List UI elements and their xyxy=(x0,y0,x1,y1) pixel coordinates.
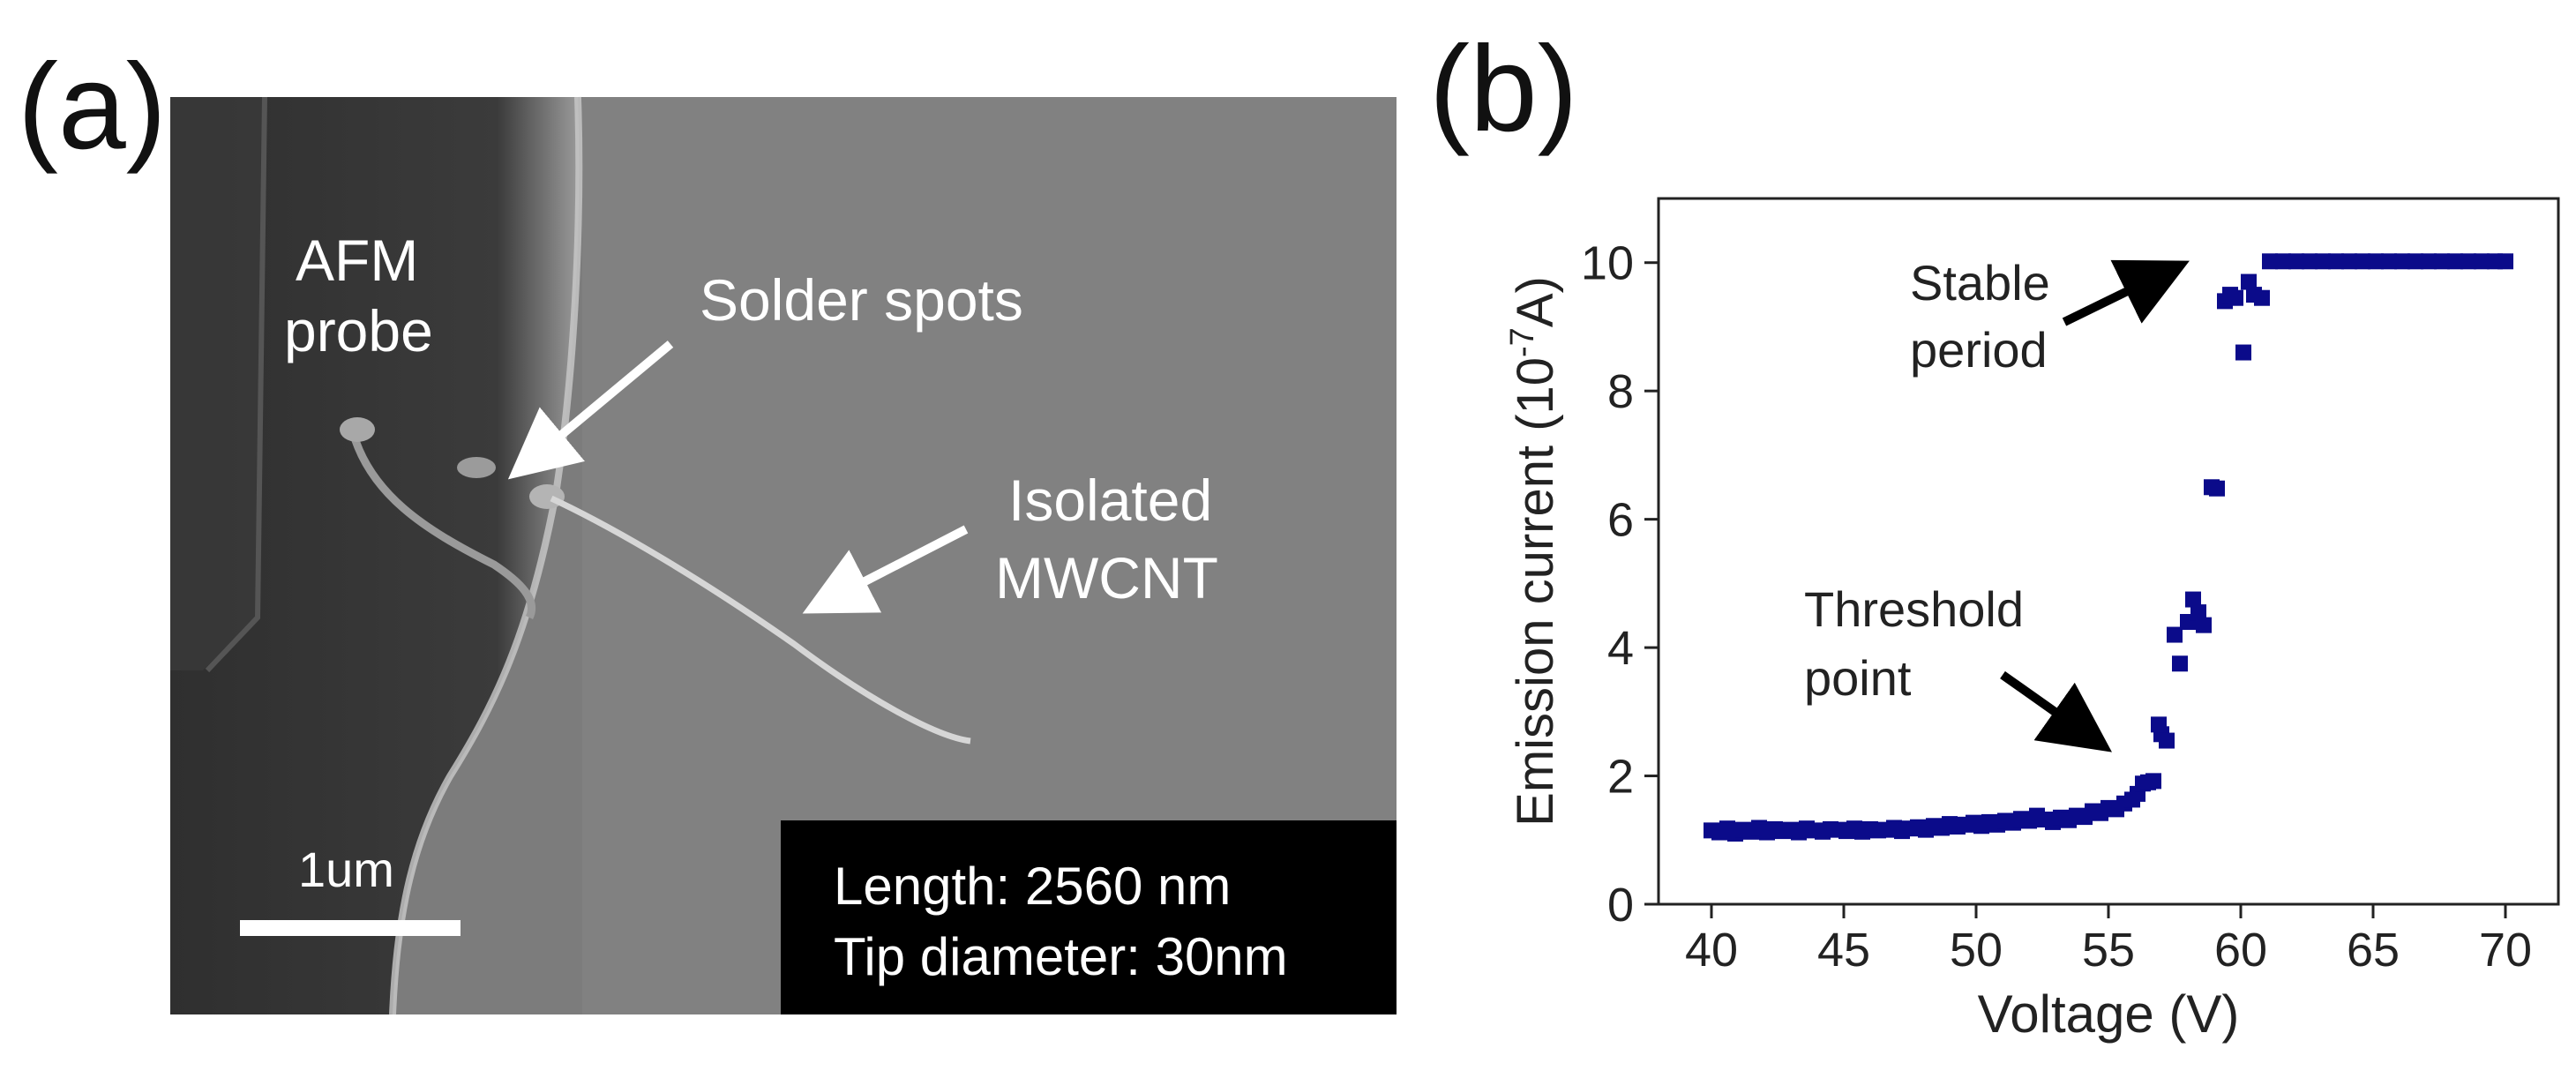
data-point xyxy=(2172,655,2188,672)
isolated-arrow xyxy=(802,525,969,614)
info-box-line1: Length: 2560 nm xyxy=(834,857,1231,916)
stable-arrow xyxy=(2062,259,2190,326)
stable-label-line1: Stable xyxy=(1910,255,2050,311)
x-tick-label: 50 xyxy=(1950,924,2003,977)
y-tick-label: 10 xyxy=(1581,237,1634,290)
data-point xyxy=(2196,617,2212,633)
info-box-line2: Tip diameter: 30nm xyxy=(834,927,1288,986)
data-point xyxy=(2381,253,2397,270)
data-point xyxy=(2497,253,2513,270)
threshold-label-line2: point xyxy=(1804,650,1912,706)
data-point xyxy=(2288,253,2304,270)
x-axis-label: Voltage (V) xyxy=(1978,984,2240,1044)
data-point xyxy=(2159,732,2175,749)
afm-label-line2: probe xyxy=(284,298,433,363)
probe-cantilever-line xyxy=(205,96,267,673)
data-point xyxy=(2434,253,2450,270)
data-point xyxy=(2421,253,2437,270)
data-point xyxy=(2474,253,2490,270)
panel-a: (a) AFM probe Solder spots Isolated MWCN… xyxy=(18,39,1397,1015)
isolated-mwcnt xyxy=(550,495,971,745)
afm-label-line1: AFM xyxy=(296,228,418,293)
data-point xyxy=(2355,253,2370,270)
data-point xyxy=(2167,626,2183,643)
x-tick-label: 40 xyxy=(1685,924,1738,977)
probe-cantilever xyxy=(170,97,265,670)
scale-bar-label: 1um xyxy=(298,842,394,897)
x-tick-label: 55 xyxy=(2082,924,2135,977)
data-point xyxy=(2254,289,2270,306)
data-point xyxy=(2460,253,2476,270)
data-point xyxy=(2235,344,2251,361)
y-tick-label: 8 xyxy=(1607,365,1634,418)
data-point xyxy=(2302,253,2318,270)
probe-wire xyxy=(348,430,536,620)
y-axis-label-tail: A) xyxy=(1507,276,1564,327)
data-point xyxy=(2341,253,2357,270)
scale-bar xyxy=(240,920,461,936)
y-tick-label: 6 xyxy=(1607,494,1634,547)
x-tick-label: 45 xyxy=(1817,924,1870,977)
y-tick-label: 2 xyxy=(1607,751,1634,804)
panel-b-label: (b) xyxy=(1429,21,1578,157)
panel-b: (b) 40 45 50 55 60 65 70 0 2 4 6 8 10 Voltage (V) Em… xyxy=(1429,21,2560,1044)
y-tick-label: 4 xyxy=(1607,622,1634,675)
data-point xyxy=(2209,480,2225,497)
axis-ticks: 40 45 50 55 60 65 70 0 2 4 6 8 10 xyxy=(1581,237,2532,977)
isolated-label-line2: MWCNT xyxy=(995,545,1218,610)
data-point xyxy=(2447,253,2463,270)
data-points xyxy=(1704,253,2513,842)
sem-image: AFM probe Solder spots Isolated MWCNT 1u… xyxy=(170,96,1397,1015)
data-point xyxy=(2145,773,2161,790)
data-point xyxy=(2185,591,2201,608)
y-tick-label: 0 xyxy=(1607,879,1634,932)
x-tick-label: 60 xyxy=(2214,924,2267,977)
solder-spot-1 xyxy=(340,417,375,442)
emission-chart: 40 45 50 55 60 65 70 0 2 4 6 8 10 Voltage (V) Emissi… xyxy=(1504,197,2560,1044)
threshold-label-line1: Threshold xyxy=(1804,581,2024,637)
solder-spot-2 xyxy=(457,457,496,478)
threshold-arrow xyxy=(2000,670,2112,752)
info-box xyxy=(781,820,1397,1014)
data-point xyxy=(2190,604,2206,621)
afm-probe-edge xyxy=(389,96,583,1015)
data-point xyxy=(2328,253,2344,270)
x-tick-label: 70 xyxy=(2479,924,2532,977)
isolated-label-line1: Isolated xyxy=(1008,468,1212,533)
data-point xyxy=(2275,253,2291,270)
data-point xyxy=(2408,253,2423,270)
x-tick-label: 65 xyxy=(2347,924,2400,977)
solder-arrow xyxy=(507,341,674,480)
y-axis-label: Emission current (10-7A) xyxy=(1504,276,1564,827)
data-point xyxy=(2241,273,2257,290)
afm-probe-body xyxy=(170,97,580,1014)
y-axis-label-exp: -7 xyxy=(1504,327,1541,357)
data-point xyxy=(2315,253,2331,270)
panel-a-label: (a) xyxy=(18,39,167,175)
stable-label-line2: period xyxy=(1910,322,2048,378)
solder-label: Solder spots xyxy=(700,267,1023,333)
y-axis-label-main: Emission current (10 xyxy=(1507,357,1564,827)
data-point xyxy=(2262,253,2278,270)
data-point xyxy=(2394,253,2410,270)
data-point xyxy=(2228,289,2243,306)
data-point xyxy=(2368,253,2384,270)
